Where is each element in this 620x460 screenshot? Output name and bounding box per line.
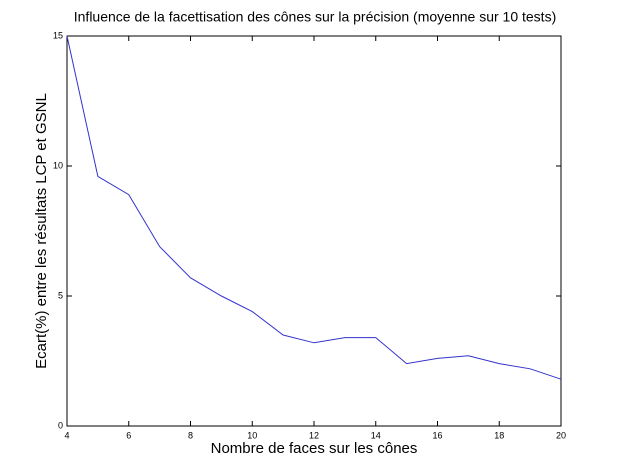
y-tick-label: 0 (58, 420, 63, 430)
x-tick-label: 16 (432, 430, 442, 440)
x-tick-label: 20 (556, 430, 566, 440)
chart-title: Influence de la facettisation des cônes … (74, 9, 556, 25)
x-tick-label: 8 (188, 430, 193, 440)
data-line (66, 35, 562, 380)
x-tick-label: 6 (126, 430, 131, 440)
y-tick-label: 10 (53, 160, 63, 170)
x-tick-label: 10 (247, 430, 257, 440)
x-tick-label: 18 (494, 430, 504, 440)
y-tick-label: 15 (53, 30, 63, 40)
plot-frame (66, 35, 562, 427)
y-tick-label: 5 (58, 290, 63, 300)
x-tick-label: 14 (371, 430, 381, 440)
y-axis-label: Ecart(%) entre les résultats LCP et GSNL (33, 93, 50, 369)
x-tick-label: 12 (309, 430, 319, 440)
x-tick-label: 4 (64, 430, 69, 440)
x-axis-label: Nombre de faces sur les cônes (211, 440, 418, 457)
